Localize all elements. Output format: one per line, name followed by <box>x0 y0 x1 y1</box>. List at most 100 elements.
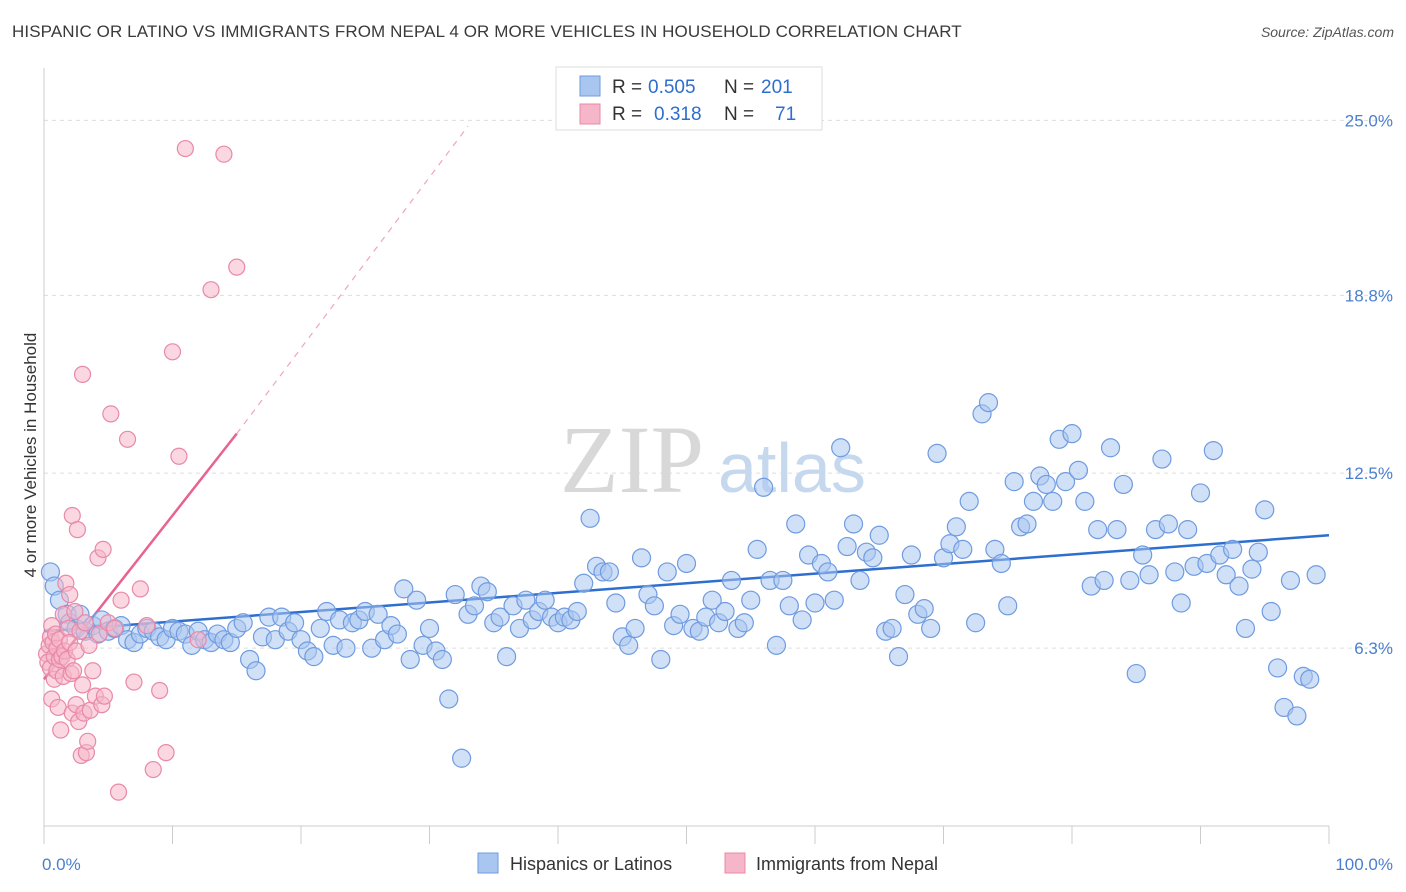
hispanic-point-151 <box>998 596 1018 616</box>
x-tick-label-0: 0.0% <box>42 855 81 874</box>
hispanic-point-108 <box>721 570 742 591</box>
nepal-point-40 <box>76 614 94 632</box>
hispanic-point-98 <box>657 562 677 582</box>
hispanic-point-113 <box>753 477 774 497</box>
hispanic-point-130 <box>863 548 883 568</box>
hispanic-point-150 <box>991 553 1011 574</box>
hispanic-point-70 <box>477 582 497 602</box>
nepal-point-55 <box>109 783 128 801</box>
hispanic-point-192 <box>1261 601 1281 622</box>
hispanic-trend-line <box>43 534 1330 633</box>
hispanic-point-177 <box>1165 562 1185 582</box>
hispanic-point-186 <box>1223 539 1243 559</box>
hispanic-point-85 <box>574 573 594 593</box>
nepal-point-38 <box>73 365 92 383</box>
legend-bottom-nepal: Immigrants from Nepal <box>756 854 938 874</box>
nepal-point-70 <box>228 258 246 276</box>
hispanic-point-84 <box>567 601 587 622</box>
hispanic-point-163 <box>1075 491 1095 511</box>
hispanic-point-188 <box>1235 618 1256 639</box>
hispanic-point-176 <box>1158 514 1178 534</box>
hispanic-point-134 <box>888 647 909 667</box>
hispanic-point-170 <box>1120 570 1140 591</box>
hispanic-point-64 <box>439 689 459 709</box>
hispanic-point-112 <box>747 539 767 559</box>
hispanic-point-89 <box>599 562 620 582</box>
nepal-point-33 <box>68 521 87 539</box>
legend-bottom-hispanic: Hispanics or Latinos <box>510 854 672 874</box>
hispanic-point-90 <box>606 593 626 613</box>
hispanic-point-79 <box>535 590 555 610</box>
hispanic-point-158 <box>1043 491 1063 511</box>
nepal-point-30 <box>66 602 84 621</box>
nepal-point-66 <box>176 139 194 158</box>
hispanic-point-187 <box>1229 576 1249 596</box>
y-axis-title: 4 or more Vehicles in Household <box>21 333 40 578</box>
hispanic-point-155 <box>1023 491 1044 511</box>
hispanic-point-115 <box>766 635 787 655</box>
hispanic-point-61 <box>419 618 440 639</box>
legend-r-value-2: 0.318 <box>654 104 702 125</box>
hispanic-point-92 <box>619 635 639 655</box>
hispanic-point-196 <box>1287 706 1307 726</box>
hispanic-point-133 <box>882 618 902 639</box>
hispanic-point-65 <box>445 584 465 605</box>
y-tick-label-1: 12.5% <box>1345 464 1393 483</box>
hispanic-point-128 <box>850 570 870 591</box>
legend-top: R = 0.505 N = 201 R = 0.318 N = 71 <box>555 66 823 131</box>
legend-r-label-2: R = <box>612 104 642 125</box>
nepal-point-45 <box>84 662 102 680</box>
hispanic-point-57 <box>394 579 414 599</box>
hispanic-point-43 <box>304 647 324 667</box>
hispanic-point-118 <box>786 514 806 534</box>
legend-r-value-1: 0.505 <box>648 77 696 98</box>
hispanic-point-32 <box>233 613 253 633</box>
hispanic-point-68 <box>464 596 485 616</box>
hispanic-point-73 <box>497 647 517 667</box>
nepal-point-16 <box>52 721 70 739</box>
hispanic-point-167 <box>1100 438 1121 458</box>
hispanic-point-94 <box>631 548 652 568</box>
hispanic-point-126 <box>837 536 857 557</box>
hispanic-point-154 <box>1017 514 1037 534</box>
nepal-point-68 <box>202 281 220 299</box>
hispanic-point-160 <box>1055 472 1076 492</box>
hispanic-point-117 <box>779 596 799 616</box>
nepal-point-63 <box>157 744 175 762</box>
legend-bottom: Hispanics or Latinos Immigrants from Nep… <box>477 852 938 874</box>
hispanic-point-178 <box>1171 593 1191 613</box>
nepal-point-60 <box>138 616 156 635</box>
hispanic-point-185 <box>1216 565 1236 585</box>
nepal-point-57 <box>118 430 137 448</box>
hispanic-point-140 <box>927 443 947 464</box>
nepal-point-43 <box>80 636 98 654</box>
hispanic-point-59 <box>407 590 427 610</box>
nepal-point-42 <box>79 732 97 750</box>
hispanic-point-189 <box>1242 559 1262 579</box>
nepal-point-29 <box>64 662 83 680</box>
nepal-point-53 <box>102 405 120 423</box>
hispanic-point-121 <box>805 593 825 613</box>
nepal-point-56 <box>112 591 130 609</box>
legend-bottom-swatch-nepal <box>724 852 746 874</box>
hispanic-point-131 <box>869 525 889 545</box>
hispanic-point-34 <box>246 661 266 681</box>
hispanic-point-119 <box>792 610 812 630</box>
hispanic-point-144 <box>953 539 973 559</box>
hispanic-point-58 <box>400 649 420 670</box>
hispanic-point-40 <box>284 613 305 633</box>
hispanic-point-123 <box>818 562 838 582</box>
watermark: ZIP atlas <box>560 406 866 513</box>
hispanic-point-181 <box>1190 483 1211 503</box>
hispanic-point-48 <box>336 638 356 658</box>
hispanic-point-199 <box>1306 565 1326 585</box>
hispanic-point-105 <box>702 590 722 610</box>
y-tick-label-0: 6.3% <box>1354 639 1393 658</box>
hispanic-point-190 <box>1248 542 1268 562</box>
chart-source: Source: ZipAtlas.com <box>1260 24 1394 40</box>
legend-bottom-swatch-hispanic <box>477 852 499 874</box>
hispanic-point-136 <box>901 545 921 565</box>
legend-r-label-1: R = <box>612 77 642 98</box>
hispanic-point-171 <box>1126 663 1146 684</box>
